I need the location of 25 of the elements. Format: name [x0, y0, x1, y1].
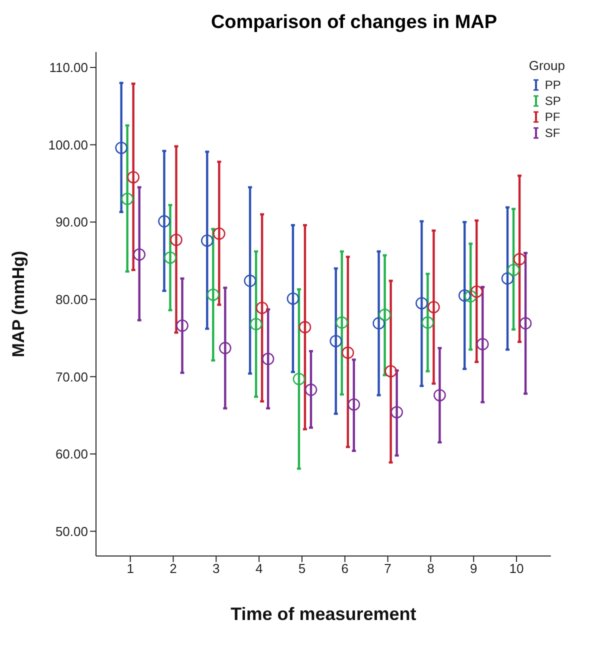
x-tick-label: 5 — [298, 561, 306, 576]
legend-label: PF — [544, 109, 560, 125]
y-tick-label: 70.00 — [55, 369, 88, 384]
legend-label: PP — [544, 77, 561, 93]
y-tick-label: 50.00 — [55, 524, 88, 539]
x-tick-label: 6 — [341, 561, 349, 576]
y-tick-label: 80.00 — [55, 292, 88, 307]
y-tick-label: 90.00 — [55, 214, 88, 230]
x-tick-label: 8 — [427, 561, 434, 576]
y-axis-title: MAP (mmHg) — [9, 250, 28, 358]
y-tick-label: 100.00 — [48, 137, 88, 152]
y-tick-label: 110.00 — [49, 60, 88, 76]
x-tick-label: 7 — [384, 561, 392, 576]
x-axis-title: Time of measurement — [230, 604, 416, 624]
x-tick-label: 2 — [170, 561, 177, 576]
x-tick-label: 10 — [509, 561, 524, 576]
x-tick-label: 1 — [126, 561, 134, 576]
legend-label: SP — [544, 93, 561, 109]
x-tick-label: 4 — [255, 561, 263, 576]
x-tick-label: 9 — [470, 561, 478, 576]
chart-title: Comparison of changes in MAP — [210, 12, 498, 34]
y-tick-label: 60.00 — [55, 446, 88, 462]
x-tick-label: 3 — [212, 561, 220, 576]
legend-title: Group — [528, 58, 565, 73]
legend-label: SF — [544, 125, 560, 141]
